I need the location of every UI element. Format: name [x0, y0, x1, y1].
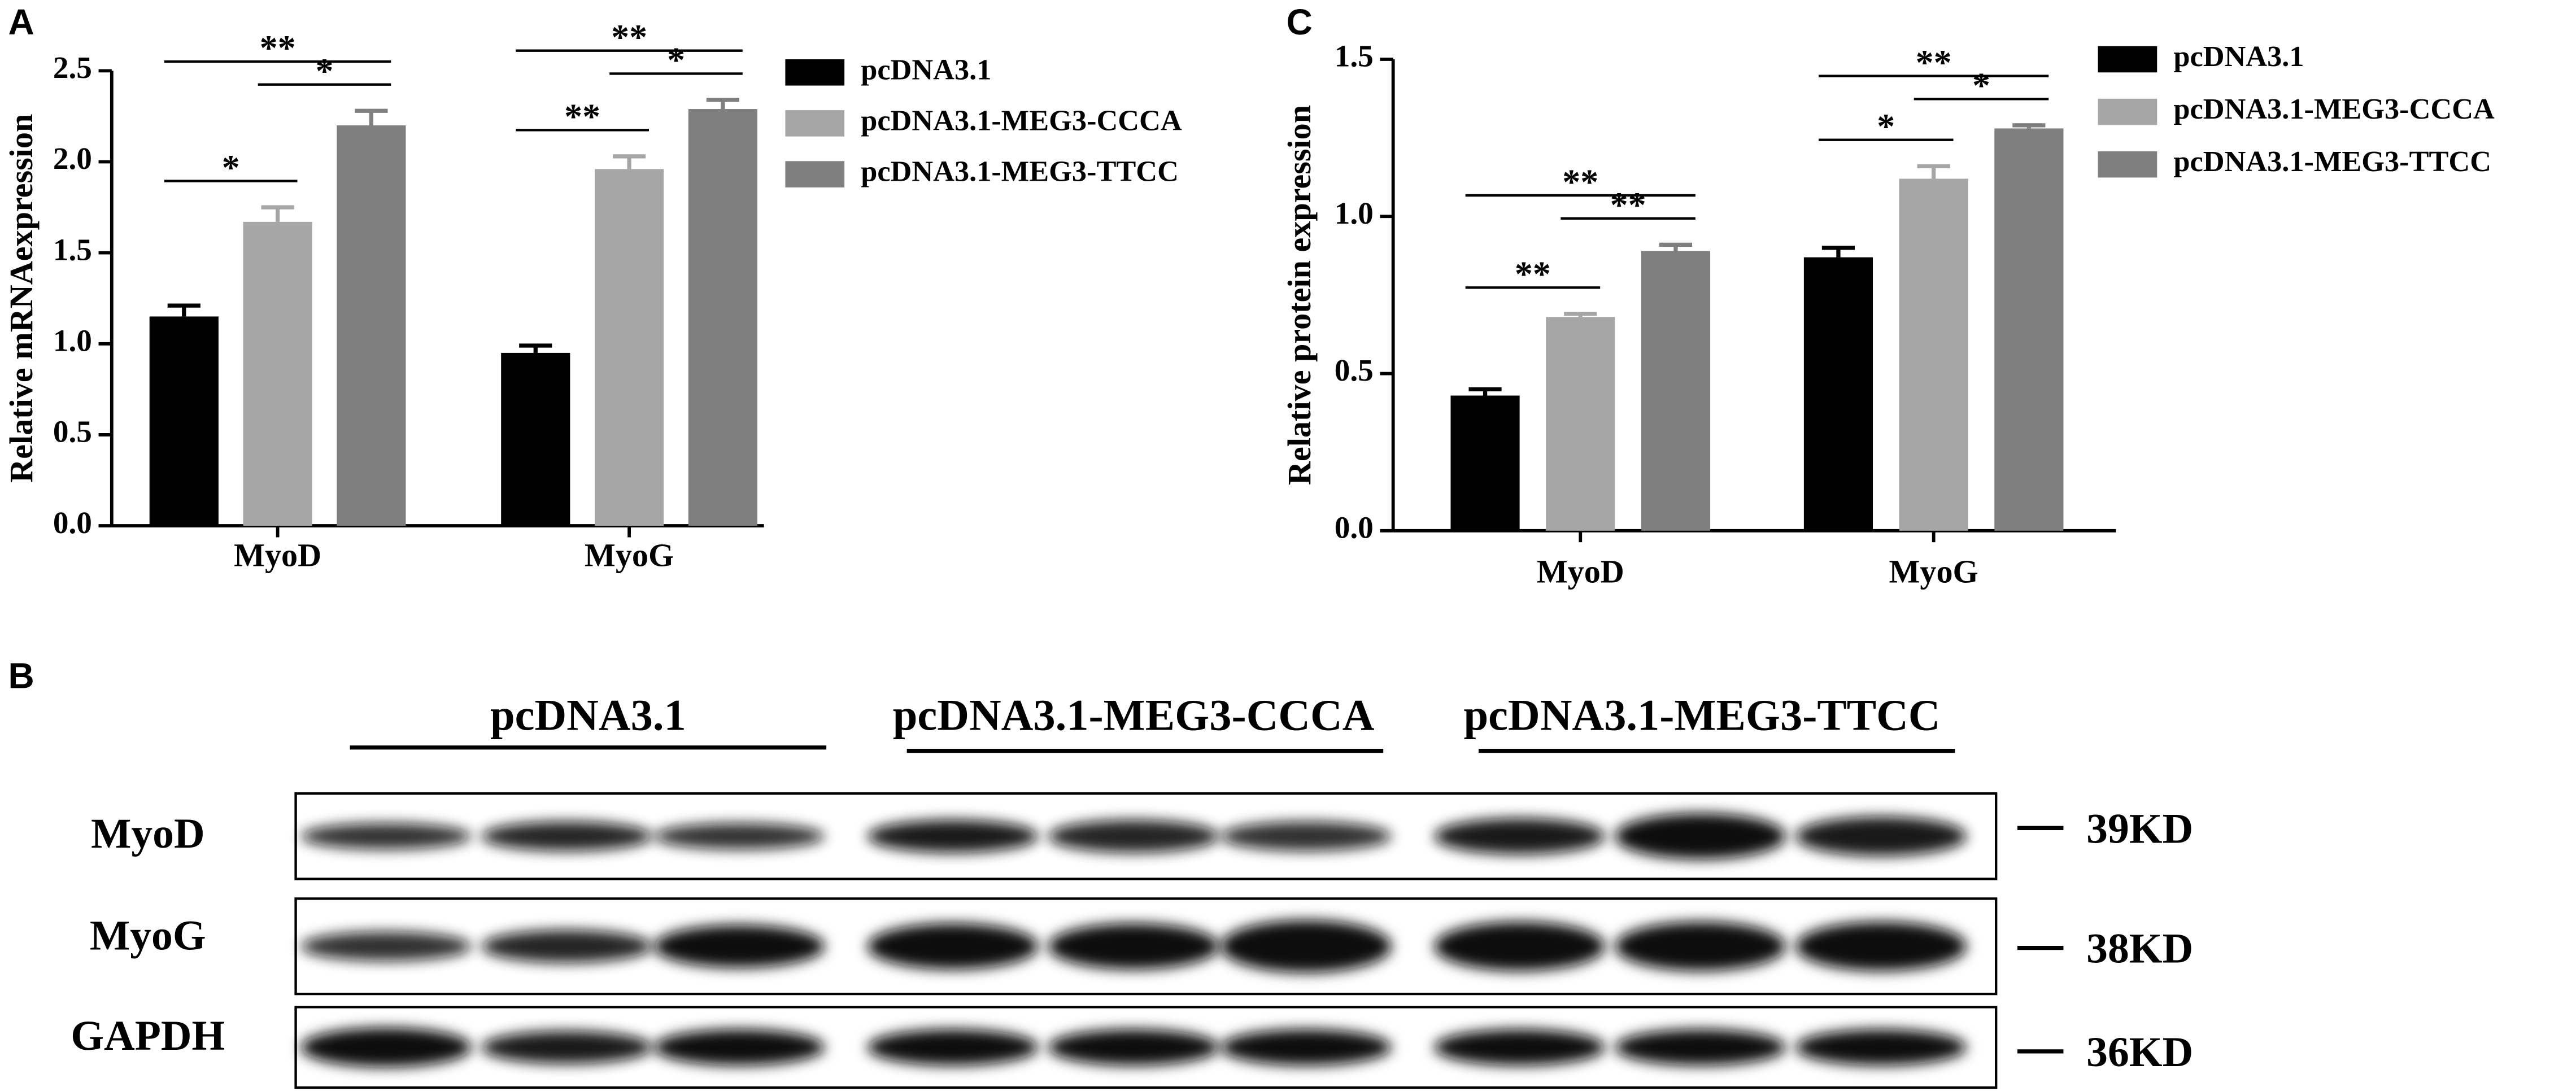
blot-band	[867, 923, 1039, 970]
significance-label: *	[1972, 66, 1990, 106]
bar	[1641, 251, 1711, 531]
size-label: 39KD	[2086, 805, 2193, 852]
significance-label: *	[315, 51, 333, 91]
y-tick-label: 2.5	[53, 50, 92, 85]
blot-band	[481, 821, 652, 852]
y-tick-label: 0.5	[53, 414, 92, 449]
group-label: pcDNA3.1	[490, 690, 686, 739]
size-label: 36KD	[2086, 1029, 2193, 1076]
bar	[149, 316, 219, 526]
blot-band	[1795, 816, 1967, 856]
blot-band	[481, 929, 652, 963]
panel-label: B	[8, 656, 34, 696]
blot-band	[1048, 923, 1219, 970]
significance-label: *	[1877, 106, 1895, 146]
blot-band	[1434, 922, 1605, 971]
blot-band	[1795, 1029, 1967, 1066]
y-tick-label: 0.5	[1335, 353, 1374, 387]
significance-label: **	[1562, 162, 1598, 202]
blot-band	[481, 1031, 652, 1064]
blot-band	[653, 823, 825, 850]
legend-label: pcDNA3.1-MEG3-CCCA	[861, 104, 1182, 137]
bar	[1899, 178, 1968, 531]
blot-band	[1221, 821, 1392, 852]
legend-swatch	[2098, 98, 2157, 125]
blot-band	[1615, 1029, 1786, 1066]
significance-label: **	[564, 97, 600, 137]
row-label: GAPDH	[71, 1013, 225, 1059]
bar	[1546, 317, 1615, 531]
blot-band	[867, 1029, 1039, 1066]
y-axis-label: Relative protein expression	[1281, 105, 1318, 485]
y-axis-label: Relative mRNAexpression	[3, 114, 40, 483]
significance-label: **	[260, 28, 296, 68]
blot-band	[300, 1027, 472, 1067]
blot-band	[1048, 1029, 1219, 1066]
significance-label: *	[222, 147, 240, 187]
legend-label: pcDNA3.1-MEG3-TTCC	[2173, 145, 2491, 178]
blot-band	[300, 931, 472, 961]
bar	[1450, 395, 1520, 531]
blot-band	[1434, 818, 1605, 854]
significance-label: **	[1916, 42, 1952, 82]
group-label: pcDNA3.1-MEG3-CCCA	[893, 690, 1375, 739]
y-tick-label: 1.0	[53, 323, 92, 357]
significance-label: **	[1610, 185, 1646, 225]
y-tick-label: 0.0	[1335, 510, 1374, 545]
blot-band	[1615, 813, 1786, 859]
legend-swatch	[785, 59, 845, 86]
blot-band	[1795, 922, 1967, 971]
blot-band	[1615, 922, 1786, 971]
row-label: MyoD	[91, 810, 205, 857]
y-tick-label: 1.5	[1335, 39, 1374, 73]
y-tick-label: 0.0	[53, 505, 92, 540]
bar	[1803, 257, 1873, 531]
group-label: pcDNA3.1-MEG3-TTCC	[1464, 690, 1941, 739]
legend-swatch	[2098, 46, 2157, 73]
significance-label: **	[1515, 254, 1551, 294]
blot-band	[1048, 819, 1219, 853]
blot-band	[1434, 1029, 1605, 1066]
legend-swatch	[2098, 151, 2157, 178]
blot-band	[653, 1029, 825, 1066]
bar	[594, 169, 664, 526]
size-label: 38KD	[2086, 926, 2193, 972]
blot-band	[300, 823, 472, 850]
blot-band	[1221, 1029, 1392, 1066]
bar	[1994, 128, 2064, 531]
panel-label: C	[1287, 2, 1313, 42]
panel-label: A	[8, 2, 34, 42]
significance-label: *	[667, 40, 685, 80]
bar	[501, 352, 570, 526]
y-tick-label: 1.5	[53, 232, 92, 267]
x-tick-label: MyoG	[585, 537, 674, 574]
legend-label: pcDNA3.1-MEG3-TTCC	[861, 155, 1179, 188]
legend-label: pcDNA3.1	[2173, 40, 2304, 73]
blot-band	[653, 924, 825, 968]
bar	[337, 125, 406, 526]
x-tick-label: MyoD	[1537, 553, 1624, 590]
x-tick-label: MyoD	[234, 537, 321, 574]
blot-band	[867, 819, 1039, 853]
legend-label: pcDNA3.1-MEG3-CCCA	[2173, 93, 2495, 125]
x-tick-label: MyoG	[1889, 553, 1978, 590]
legend-label: pcDNA3.1	[861, 53, 991, 86]
significance-label: **	[611, 17, 647, 57]
bar	[243, 221, 312, 526]
legend-swatch	[785, 110, 845, 137]
row-label: MyoG	[90, 912, 206, 959]
y-tick-label: 2.0	[53, 141, 92, 176]
legend-swatch	[785, 161, 845, 187]
bar	[688, 109, 757, 526]
y-tick-label: 1.0	[1335, 196, 1374, 230]
blot-band	[1221, 920, 1392, 973]
